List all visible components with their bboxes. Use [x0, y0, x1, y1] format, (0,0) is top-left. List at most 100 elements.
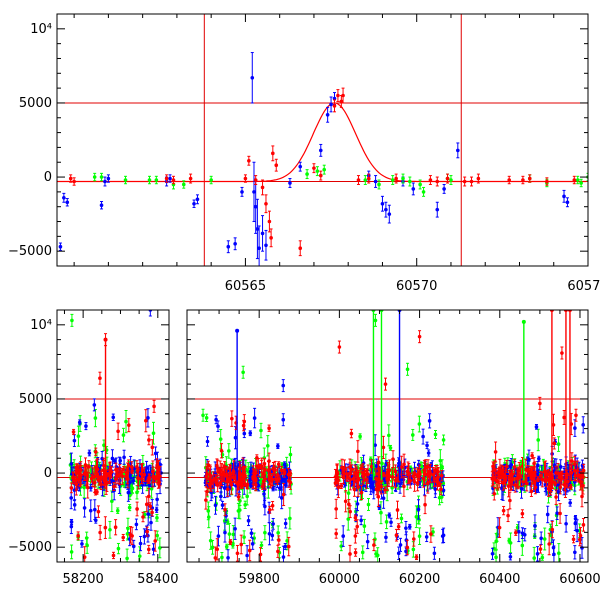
data-marker [146, 512, 151, 516]
data-marker [363, 178, 368, 182]
data-point [65, 198, 70, 207]
data-marker [99, 175, 104, 179]
data-marker [227, 532, 232, 536]
data-point [565, 197, 570, 208]
y-tick-label: 5000 [19, 96, 52, 111]
data-marker [69, 524, 74, 529]
data-marker [150, 445, 155, 450]
data-point [93, 447, 98, 457]
data-point [213, 546, 218, 562]
data-point [58, 242, 63, 251]
data-point [248, 430, 253, 437]
data-point [188, 173, 193, 184]
data-marker [146, 416, 150, 420]
data-point [76, 531, 80, 541]
data-marker [69, 486, 74, 490]
data-point [336, 89, 340, 102]
data-marker [156, 474, 160, 478]
data-marker [384, 207, 388, 212]
data-marker [318, 173, 323, 178]
data-marker [384, 520, 389, 524]
data-point [394, 173, 398, 184]
data-marker [231, 543, 235, 547]
data-point [373, 175, 378, 188]
data-marker [93, 450, 98, 454]
y-tick-label: 0 [44, 170, 52, 185]
data-point [341, 87, 345, 104]
data-marker [252, 472, 257, 476]
data-point [214, 479, 219, 486]
data-marker [151, 469, 155, 474]
data-point [155, 493, 159, 506]
data-point [108, 520, 112, 539]
data-marker [341, 93, 345, 98]
data-marker [377, 182, 381, 187]
y-tick-label: 0 [44, 466, 52, 481]
data-marker [298, 164, 303, 169]
data-marker [252, 190, 256, 194]
outlier-point [103, 333, 108, 347]
data-marker [82, 506, 87, 510]
data-marker [206, 509, 211, 513]
data-marker [298, 246, 303, 251]
data-point [123, 175, 128, 185]
data-marker [229, 482, 234, 487]
data-marker [388, 446, 393, 450]
data-point [124, 471, 128, 481]
data-marker [286, 544, 291, 549]
data-marker [76, 434, 81, 438]
data-marker [579, 181, 583, 185]
data-marker [435, 179, 440, 184]
data-marker [152, 404, 156, 409]
data-marker [164, 176, 169, 181]
data-point [271, 145, 275, 162]
data-point [245, 545, 249, 562]
data-point [233, 237, 237, 251]
data-point [462, 176, 467, 187]
data-marker [270, 533, 275, 538]
data-point [216, 420, 220, 432]
data-marker [249, 531, 254, 536]
data-point [112, 482, 116, 491]
data-marker [373, 179, 378, 184]
data-marker [379, 510, 383, 515]
data-marker [247, 548, 252, 553]
data-point [282, 468, 287, 475]
data-marker [332, 96, 337, 101]
data-marker [239, 542, 244, 547]
data-marker [358, 434, 362, 439]
data-marker [281, 555, 286, 559]
data-marker [69, 496, 74, 500]
data-marker [401, 176, 405, 181]
data-point [219, 463, 224, 487]
data-point [527, 174, 532, 183]
data-point [256, 458, 261, 477]
data-marker [102, 464, 106, 468]
data-marker [545, 179, 549, 184]
data-marker [195, 197, 200, 202]
data-point [141, 511, 145, 523]
data-point [144, 409, 148, 433]
data-marker [252, 416, 257, 420]
data-point [204, 466, 208, 488]
data-point [77, 419, 82, 426]
data-point [243, 500, 247, 509]
data-marker [155, 497, 159, 502]
data-point [252, 469, 257, 479]
data-point [286, 536, 291, 557]
data-marker [94, 466, 99, 470]
data-marker [417, 422, 422, 426]
data-point [69, 519, 74, 535]
bottom-plot-area [187, 310, 588, 562]
data-marker [356, 178, 361, 182]
data-point [318, 143, 323, 157]
data-marker [227, 449, 231, 453]
data-point [267, 452, 271, 470]
data-point [240, 186, 244, 197]
data-point [181, 180, 186, 189]
data-marker [84, 424, 88, 428]
data-point [410, 428, 415, 441]
data-marker [215, 466, 220, 470]
data-marker [230, 416, 234, 421]
data-marker [158, 546, 162, 550]
